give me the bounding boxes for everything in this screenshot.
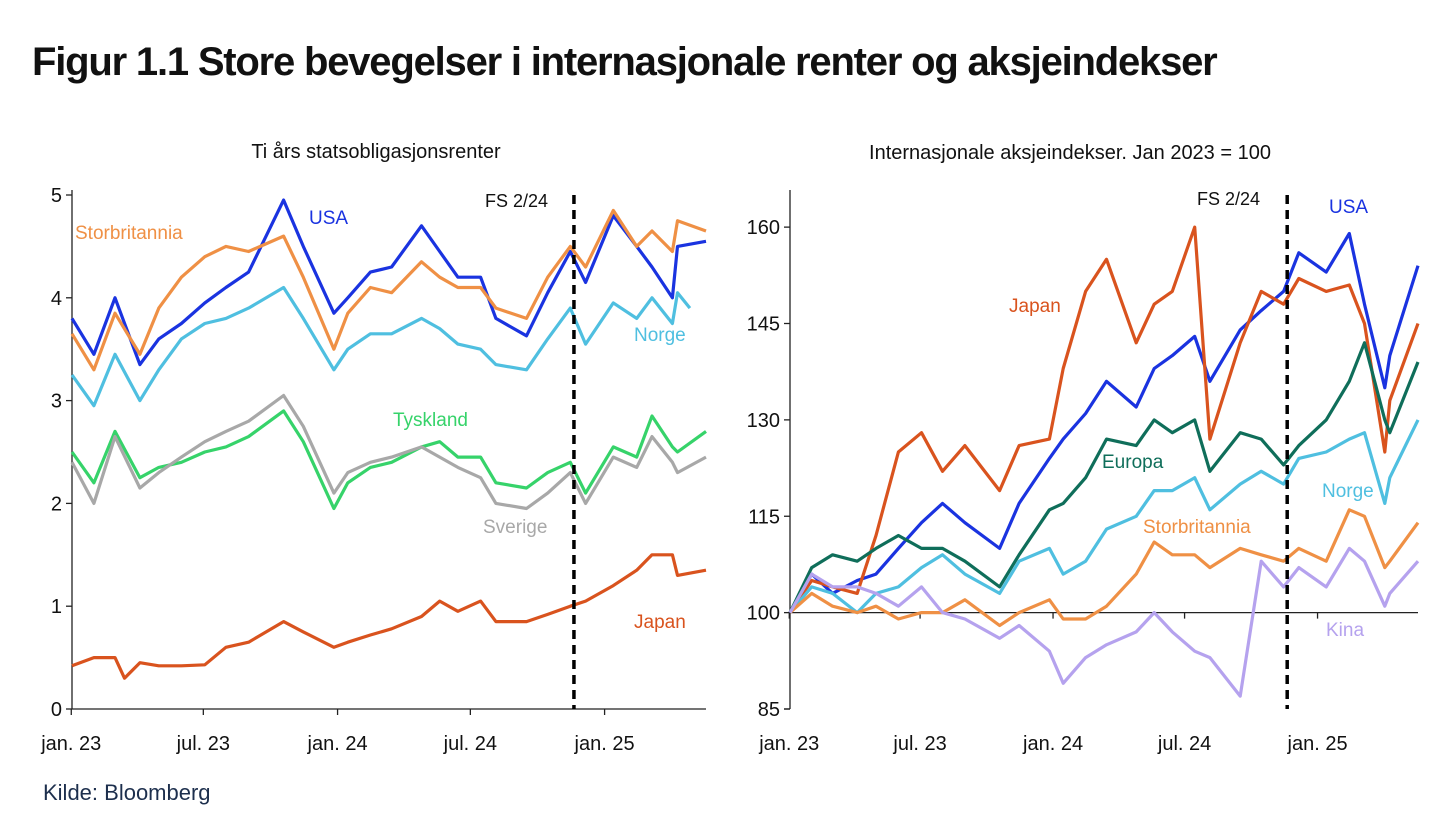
y-tick-label: 115: [748, 506, 780, 528]
x-tick-label: jan. 24: [1022, 733, 1083, 755]
y-tick-label: 160: [747, 217, 780, 239]
x-tick-label: jan. 25: [1287, 733, 1348, 755]
series-label-japan: Japan: [634, 612, 686, 633]
series-label-japan: Japan: [1009, 296, 1061, 317]
x-tick-label: jul. 24: [443, 733, 497, 755]
series-label-usa: USA: [309, 208, 348, 229]
chart-subtitle: Ti års statsobligasjonsrenter: [251, 141, 501, 163]
y-tick-label: 100: [747, 603, 780, 625]
y-tick-label: 3: [51, 391, 62, 413]
x-tick-label: jul. 23: [892, 733, 946, 755]
series-line-usa: [70, 198, 707, 367]
series-label-sverige: Sverige: [483, 517, 547, 538]
chart-panel-2: Internasjonale aksjeindekser. Jan 2023 =…: [747, 142, 1420, 755]
series-line-norge: [788, 419, 1420, 615]
y-tick-label: 145: [747, 314, 780, 336]
series-label-norge: Norge: [1322, 481, 1374, 502]
y-tick-label: 1: [51, 596, 62, 618]
series-line-europa: [788, 341, 1420, 614]
series-line-storbritannia: [70, 208, 707, 372]
fs-marker-label: FS 2/24: [1197, 189, 1260, 209]
figure-title: Figur 1.1 Store bevegelser i internasjon…: [32, 40, 1218, 84]
source-note: Kilde: Bloomberg: [43, 780, 211, 805]
fs-marker-label: FS 2/24: [485, 191, 548, 211]
y-tick-label: 85: [758, 699, 780, 721]
series-label-storbritannia: Storbritannia: [75, 223, 183, 244]
series-label-storbritannia: Storbritannia: [1143, 517, 1251, 538]
series-line-storbritannia: [788, 508, 1420, 628]
x-tick-label: jul. 23: [176, 733, 230, 755]
series-line-kina: [788, 546, 1420, 698]
series-line-tyskland: [70, 409, 707, 511]
chart-subtitle: Internasjonale aksjeindekser. Jan 2023 =…: [869, 142, 1271, 164]
y-tick-label: 2: [51, 493, 62, 515]
series-line-sverige: [70, 393, 707, 511]
series-label-usa: USA: [1329, 197, 1368, 218]
chart-panel-1: Ti års statsobligasjonsrenter 0 1 2 3 4 5 jan. …: [40, 141, 707, 755]
x-tick-label: jul. 24: [1157, 733, 1211, 755]
x-tick-label: jan. 25: [574, 733, 635, 755]
series-label-norge: Norge: [634, 325, 686, 346]
series-line-japan: [788, 225, 1420, 614]
y-tick-label: 0: [51, 699, 62, 721]
x-tick-label: jan. 23: [758, 733, 819, 755]
series-label-tyskland: Tyskland: [393, 410, 468, 431]
y-tick-label: 5: [51, 185, 62, 207]
series-line-japan: [71, 553, 707, 680]
series-label-kina: Kina: [1326, 620, 1364, 641]
y-tick-label: 4: [51, 288, 62, 310]
series-line-norge: [70, 285, 692, 408]
y-tick-label: 130: [747, 410, 780, 432]
series-label-europa: Europa: [1102, 452, 1164, 473]
x-tick-label: jan. 23: [40, 733, 101, 755]
series-line-usa: [788, 231, 1420, 614]
x-tick-label: jan. 24: [307, 733, 368, 755]
